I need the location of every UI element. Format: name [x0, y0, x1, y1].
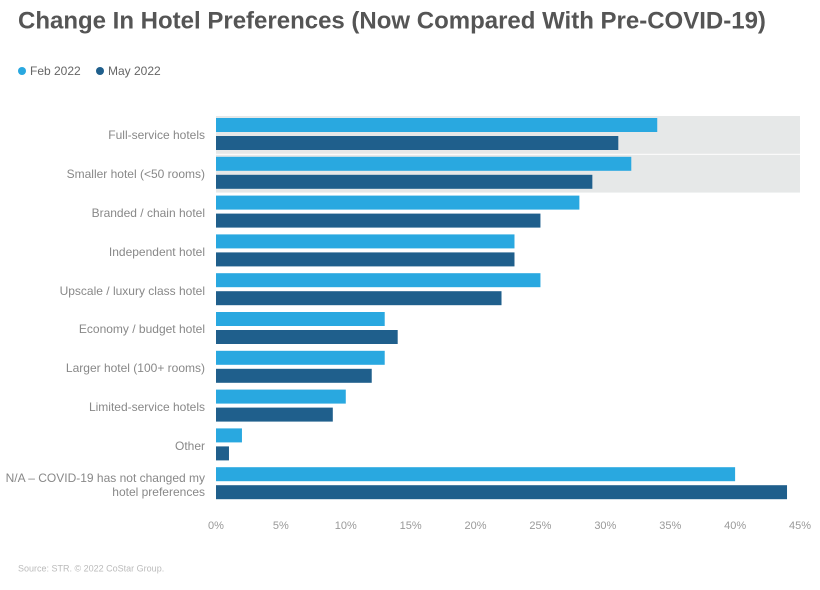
bar: [216, 428, 242, 443]
bar: [216, 446, 229, 461]
bar: [216, 485, 788, 500]
category-label: N/A – COVID-19 has not changed my hotel …: [5, 470, 205, 499]
bar: [216, 291, 502, 306]
category-label: Full-service hotels: [108, 128, 205, 143]
bar: [216, 467, 736, 482]
x-tick-label: 10%: [335, 520, 357, 532]
x-tick-label: 30%: [594, 520, 616, 532]
category-label: Independent hotel: [108, 244, 205, 259]
legend-item: May 2022: [96, 64, 161, 78]
x-tick-label: 40%: [724, 520, 746, 532]
legend-label: Feb 2022: [30, 64, 81, 78]
bar: [216, 174, 593, 189]
x-tick-label: 25%: [529, 520, 551, 532]
bar: [216, 389, 346, 404]
category-label: Other: [174, 438, 205, 453]
bar: [216, 195, 580, 210]
bar: [216, 213, 541, 228]
bar: [216, 136, 619, 150]
legend-swatch: [18, 67, 26, 75]
bar: [216, 368, 372, 383]
bar: [216, 350, 385, 365]
x-tick-label: 5%: [273, 520, 289, 532]
category-label: Smaller hotel (<50 rooms): [66, 167, 205, 182]
category-label: Upscale / luxury class hotel: [59, 283, 205, 298]
x-tick-label: 20%: [465, 520, 487, 532]
x-tick-label: 0%: [208, 520, 224, 532]
category-label: Branded / chain hotel: [91, 205, 205, 220]
bar: [216, 330, 398, 344]
source: Source: STR. © 2022 CoStar Group.: [18, 563, 164, 573]
legend-label: May 2022: [108, 64, 161, 78]
chart-title: Change In Hotel Preferences (Now Compare…: [18, 7, 766, 34]
bar: [216, 407, 333, 422]
bar: [216, 273, 541, 288]
bar: [216, 156, 632, 171]
x-tick-label: 35%: [659, 520, 681, 532]
category-label: Limited-service hotels: [88, 399, 205, 414]
bar: [216, 252, 515, 267]
x-tick-label: 45%: [789, 520, 811, 532]
category-label: Larger hotel (100+ rooms): [65, 361, 205, 376]
bar: [216, 118, 658, 132]
legend-item: Feb 2022: [18, 64, 81, 78]
bar: [216, 312, 385, 326]
x-tick-label: 15%: [400, 520, 422, 532]
category-label: Economy / budget hotel: [78, 322, 205, 337]
bar: [216, 234, 515, 249]
legend-swatch: [96, 67, 104, 75]
